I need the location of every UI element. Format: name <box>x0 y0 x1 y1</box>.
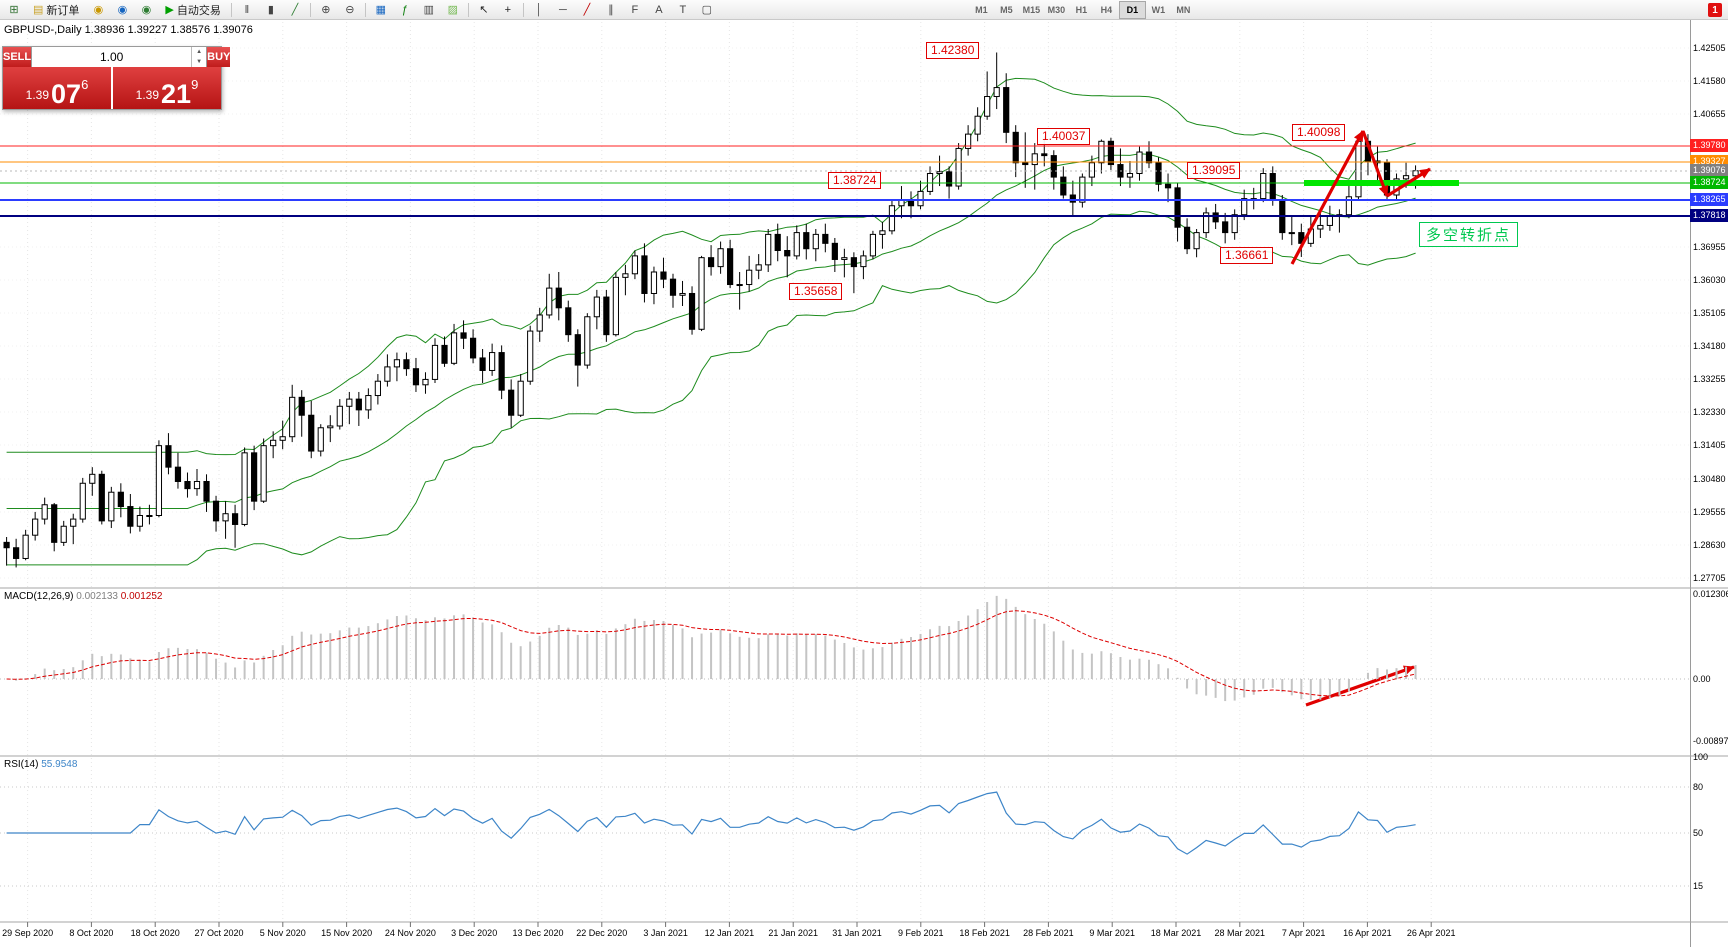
new-order-icon: ▤ <box>33 4 44 16</box>
price-annotation[interactable]: 1.42380 <box>926 42 980 59</box>
volume-up-button[interactable]: ▲ <box>196 49 203 55</box>
autotrading-play-icon: ▶ <box>165 4 174 16</box>
sell-button[interactable]: SELL <box>3 47 32 67</box>
label-icon[interactable]: T <box>679 3 687 16</box>
timeframe-m30-button[interactable]: M30 <box>1047 4 1066 15</box>
macd-main-value: 0.002133 <box>76 591 118 602</box>
market-watch-icon[interactable]: ◉ <box>93 4 104 16</box>
price-annotation[interactable]: 1.40037 <box>1037 128 1091 145</box>
macd-name: MACD(12,26,9) <box>4 591 74 602</box>
buy-price-pip: 9 <box>191 77 199 92</box>
autotrading-button-label: 自动交易 <box>176 4 221 17</box>
volume-box: ▲ ▼ <box>31 47 208 67</box>
sell-price-pip: 6 <box>81 77 89 92</box>
terminal-icon[interactable]: ◉ <box>141 4 152 16</box>
timeframe-mn-button[interactable]: MN <box>1176 4 1191 15</box>
macd-signal-value: 0.001252 <box>120 591 163 602</box>
vertical-line-icon[interactable]: │ <box>535 3 543 16</box>
crosshair-icon[interactable]: + <box>504 3 512 16</box>
price-annotation[interactable]: 1.35658 <box>789 283 843 300</box>
new-order-button-label: 新订单 <box>46 4 80 17</box>
timeframe-m1-button[interactable]: M1 <box>975 4 988 15</box>
zoom-in-icon[interactable]: ⊕ <box>321 4 331 16</box>
shapes-icon[interactable]: ▢ <box>701 4 713 16</box>
one-click-trade-panel: SELL ▲ ▼ BUY 1.39 07 6 1.39 21 9 <box>2 46 231 110</box>
rsi-name: RSI(14) <box>4 759 39 770</box>
chart-area[interactable] <box>0 20 1690 588</box>
horizontal-line-icon[interactable]: ─ <box>558 3 567 16</box>
timeframe-m5-button[interactable]: M5 <box>1000 4 1013 15</box>
price-annotation[interactable]: 1.36661 <box>1220 247 1274 264</box>
text-icon[interactable]: A <box>655 3 663 16</box>
macd-panel[interactable] <box>0 588 1690 756</box>
templates-icon[interactable]: ▨ <box>447 4 459 16</box>
buy-button[interactable]: BUY <box>207 47 231 67</box>
candlestick-chart-icon[interactable]: ▮ <box>267 4 274 16</box>
buy-price-big: 21 <box>161 79 192 109</box>
new-chart-icon[interactable]: ⊞ <box>9 4 19 16</box>
buy-price-button[interactable]: 1.39 21 9 <box>113 67 221 109</box>
toolbar: ⊞ ▤ 新订单 ◉ ◉ ◉ ▶ 自动交易 ‖ ▮ ╱ ⊕ ⊖ ▦ ƒ ▥ ▨ ↖ + │ ─ ╱ ∥ F A T ▢ M1 M5 M15 M… <box>0 0 1728 20</box>
cursor-icon[interactable]: ↖ <box>479 4 489 16</box>
time-axis[interactable] <box>0 922 1690 947</box>
macd-label: MACD(12,26,9) 0.002133 0.001252 <box>4 591 162 602</box>
channel-icon[interactable]: ∥ <box>608 4 614 16</box>
price-annotation[interactable]: 1.38724 <box>828 172 882 189</box>
sell-price-big: 07 <box>51 79 82 109</box>
price-annotation[interactable]: 1.40098 <box>1292 124 1346 141</box>
periods-icon[interactable]: ▥ <box>423 4 435 16</box>
rsi-value: 55.9548 <box>41 759 78 770</box>
toolbar-separator <box>364 2 366 17</box>
trendline-icon[interactable]: ╱ <box>583 4 591 16</box>
note-annotation[interactable]: 多空转折点 <box>1419 222 1519 247</box>
toolbar-separator <box>522 2 524 17</box>
toolbar-separator <box>309 2 311 17</box>
timeframe-m15-button[interactable]: M15 <box>1022 4 1041 15</box>
line-chart-icon[interactable]: ╱ <box>291 4 299 16</box>
buy-price-prefix: 1.39 <box>135 88 160 102</box>
navigator-icon[interactable]: ◉ <box>117 4 128 16</box>
chart-ohlc-header: GBPUSD-,Daily 1.38936 1.39227 1.38576 1.… <box>4 24 253 36</box>
sell-price-button[interactable]: 1.39 07 6 <box>3 67 111 109</box>
timeframe-h1-button[interactable]: H1 <box>1075 4 1088 15</box>
timeframe-w1-button[interactable]: W1 <box>1151 4 1166 15</box>
bar-chart-icon[interactable]: ‖ <box>244 3 250 16</box>
sell-price-prefix: 1.39 <box>25 88 50 102</box>
rsi-label: RSI(14) 55.9548 <box>4 759 77 770</box>
price-annotation[interactable]: 1.39095 <box>1187 162 1241 179</box>
notification-badge[interactable]: 1 <box>1708 3 1722 17</box>
fibonacci-icon[interactable]: F <box>631 3 639 16</box>
volume-down-button[interactable]: ▼ <box>196 59 203 65</box>
toolbar-separator <box>467 2 469 17</box>
price-axis[interactable] <box>1690 20 1728 947</box>
indicators-icon[interactable]: ƒ <box>401 3 408 16</box>
toolbar-separator <box>230 2 232 17</box>
zoom-out-icon[interactable]: ⊖ <box>345 4 355 16</box>
rsi-panel[interactable] <box>0 756 1690 922</box>
new-order-button[interactable]: ▤ 新订单 <box>28 2 84 18</box>
timeframe-h4-button[interactable]: H4 <box>1100 4 1113 15</box>
autotrading-button[interactable]: ▶ 自动交易 <box>160 2 225 18</box>
timeframe-d1-button[interactable]: D1 <box>1118 0 1146 19</box>
tile-windows-icon[interactable]: ▦ <box>375 4 387 16</box>
volume-input[interactable] <box>32 47 192 67</box>
